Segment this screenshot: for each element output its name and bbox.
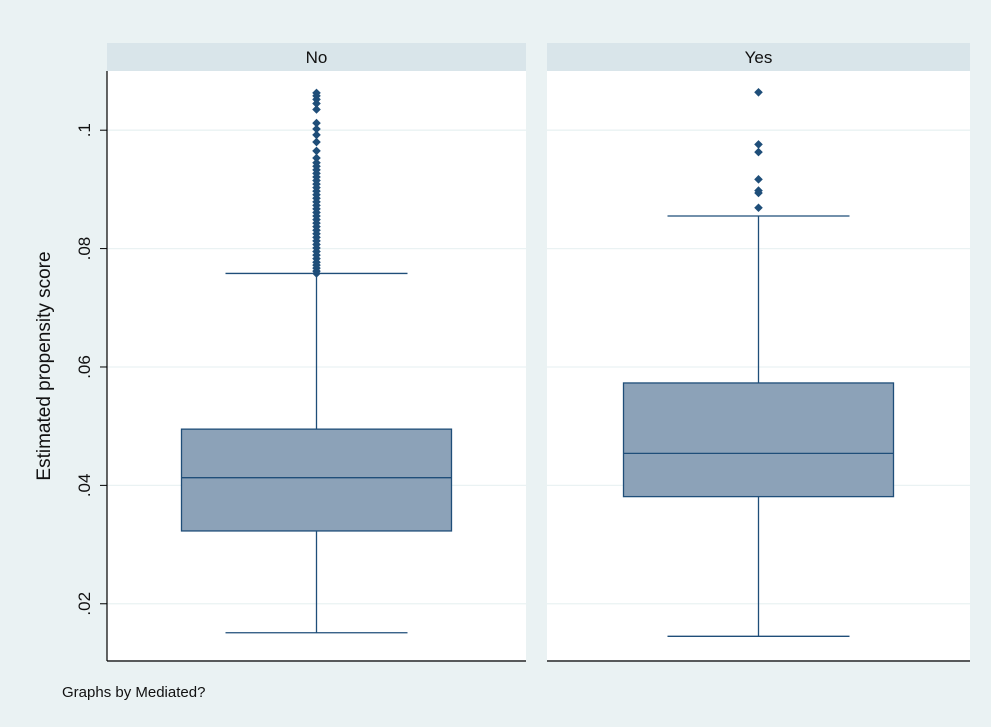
outlier-point [754,147,763,157]
outlier-point [312,158,321,168]
outlier-point [312,146,321,156]
panel-yes-strip-label: Yes [745,48,773,67]
outlier-point [312,153,321,163]
outlier-point [754,203,763,213]
panel-yes-strip [547,43,970,71]
outlier-point [754,88,763,97]
outlier-point [312,118,321,128]
iqr-box [180,428,453,532]
y-axis-label: Estimated propensity score [34,251,55,480]
outlier-point [312,88,321,98]
y-tick-label: .02 [75,592,94,616]
outlier-point [754,186,763,195]
panel-yes-outliers [754,88,763,213]
panel-no-outliers [312,88,321,278]
y-tick-label: .08 [75,237,94,261]
graphs-by-note: Graphs by Mediated? [62,684,205,701]
y-tick-label: .04 [75,474,94,498]
outlier-point [754,175,763,184]
outlier-point [312,137,321,147]
y-axis-ticks: .02 .04 .06 .08 .1 [75,123,107,616]
outlier-point [312,105,321,114]
outlier-point [754,140,763,149]
iqr-box [622,382,895,498]
panel-yes-box-group [622,215,895,637]
panel-no-strip [107,43,526,71]
outlier-point [312,124,321,134]
panel-yes: Yes [547,43,970,660]
panel-no: No [107,43,526,660]
panel-no-strip-label: No [306,48,328,67]
outlier-point [312,130,321,140]
y-tick-label: .06 [75,355,94,379]
y-tick-label: .1 [75,123,94,137]
